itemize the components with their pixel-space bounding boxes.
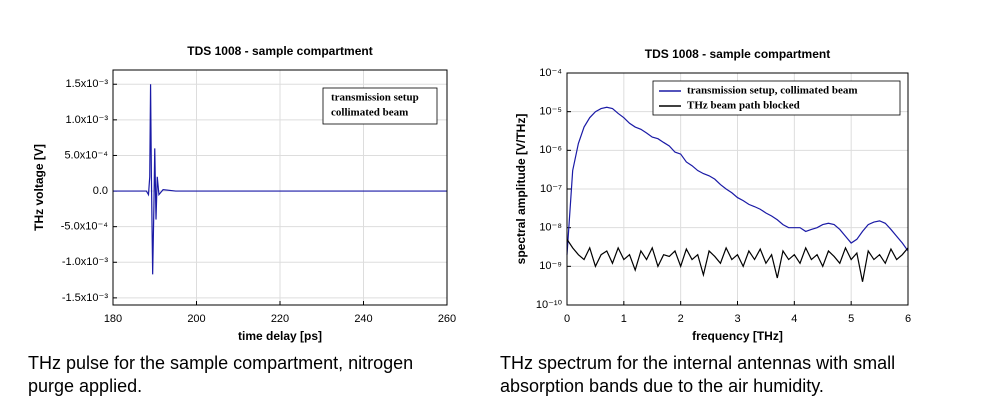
y-tick-label: 1.5x10⁻³ [66, 78, 109, 90]
legend-box [652, 80, 901, 116]
y-tick-label: 10⁻⁴ [539, 67, 562, 79]
x-tick-label: 260 [438, 313, 456, 325]
x-tick-label: 0 [564, 313, 570, 325]
annotation: collimated beam [331, 107, 408, 119]
caption: THz spectrum for the internal antennas w… [500, 353, 895, 373]
x-tick-label: 220 [271, 313, 289, 325]
x-axis-label: frequency [THz] [692, 329, 783, 343]
y-tick-label: -5.0x10⁻⁴ [61, 221, 108, 233]
y-tick-label: 10⁻⁷ [540, 183, 562, 195]
plot-frame [566, 72, 909, 306]
caption: THz pulse for the sample compartment, ni… [28, 353, 413, 373]
legend-label: transmission setup, collimated beam [687, 85, 858, 97]
y-axis-label: spectral amplitude [V/THz] [514, 114, 528, 265]
y-tick-label: 1.0x10⁻³ [66, 114, 109, 126]
x-tick-label: 2 [678, 313, 684, 325]
data-line [566, 106, 909, 255]
caption: purge applied. [28, 376, 142, 396]
y-tick-label: -1.0x10⁻³ [62, 256, 108, 268]
x-tick-label: 200 [187, 313, 205, 325]
legend-label: THz beam path blocked [687, 100, 800, 112]
x-tick-label: 5 [848, 313, 854, 325]
annotation-box [322, 87, 438, 125]
x-tick-label: 180 [104, 313, 122, 325]
caption: absorption bands due to the air humidity… [500, 376, 824, 396]
y-tick-label: 0.0 [93, 185, 108, 197]
chart-title: TDS 1008 - sample compartment [187, 44, 372, 58]
x-tick-label: 3 [734, 313, 740, 325]
data-line [113, 84, 447, 275]
y-tick-label: 10⁻⁵ [539, 106, 562, 118]
x-tick-label: 1 [621, 313, 627, 325]
x-tick-label: 6 [905, 313, 911, 325]
y-tick-label: 5.0x10⁻⁴ [64, 149, 108, 161]
x-axis-label: time delay [ps] [238, 329, 322, 343]
annotation: transmission setup [331, 92, 419, 104]
y-tick-label: 10⁻⁸ [539, 222, 562, 234]
y-tick-label: 10⁻¹⁰ [536, 299, 563, 311]
data-line [566, 238, 909, 282]
plot-frame [112, 69, 448, 306]
chart-title: TDS 1008 - sample compartment [645, 47, 830, 61]
y-tick-label: -1.5x10⁻³ [62, 292, 108, 304]
y-tick-label: 10⁻⁶ [539, 144, 562, 156]
x-tick-label: 4 [791, 313, 797, 325]
y-tick-label: 10⁻⁹ [539, 260, 562, 272]
x-tick-label: 240 [354, 313, 372, 325]
y-axis-label: THz voltage [V] [32, 144, 46, 231]
